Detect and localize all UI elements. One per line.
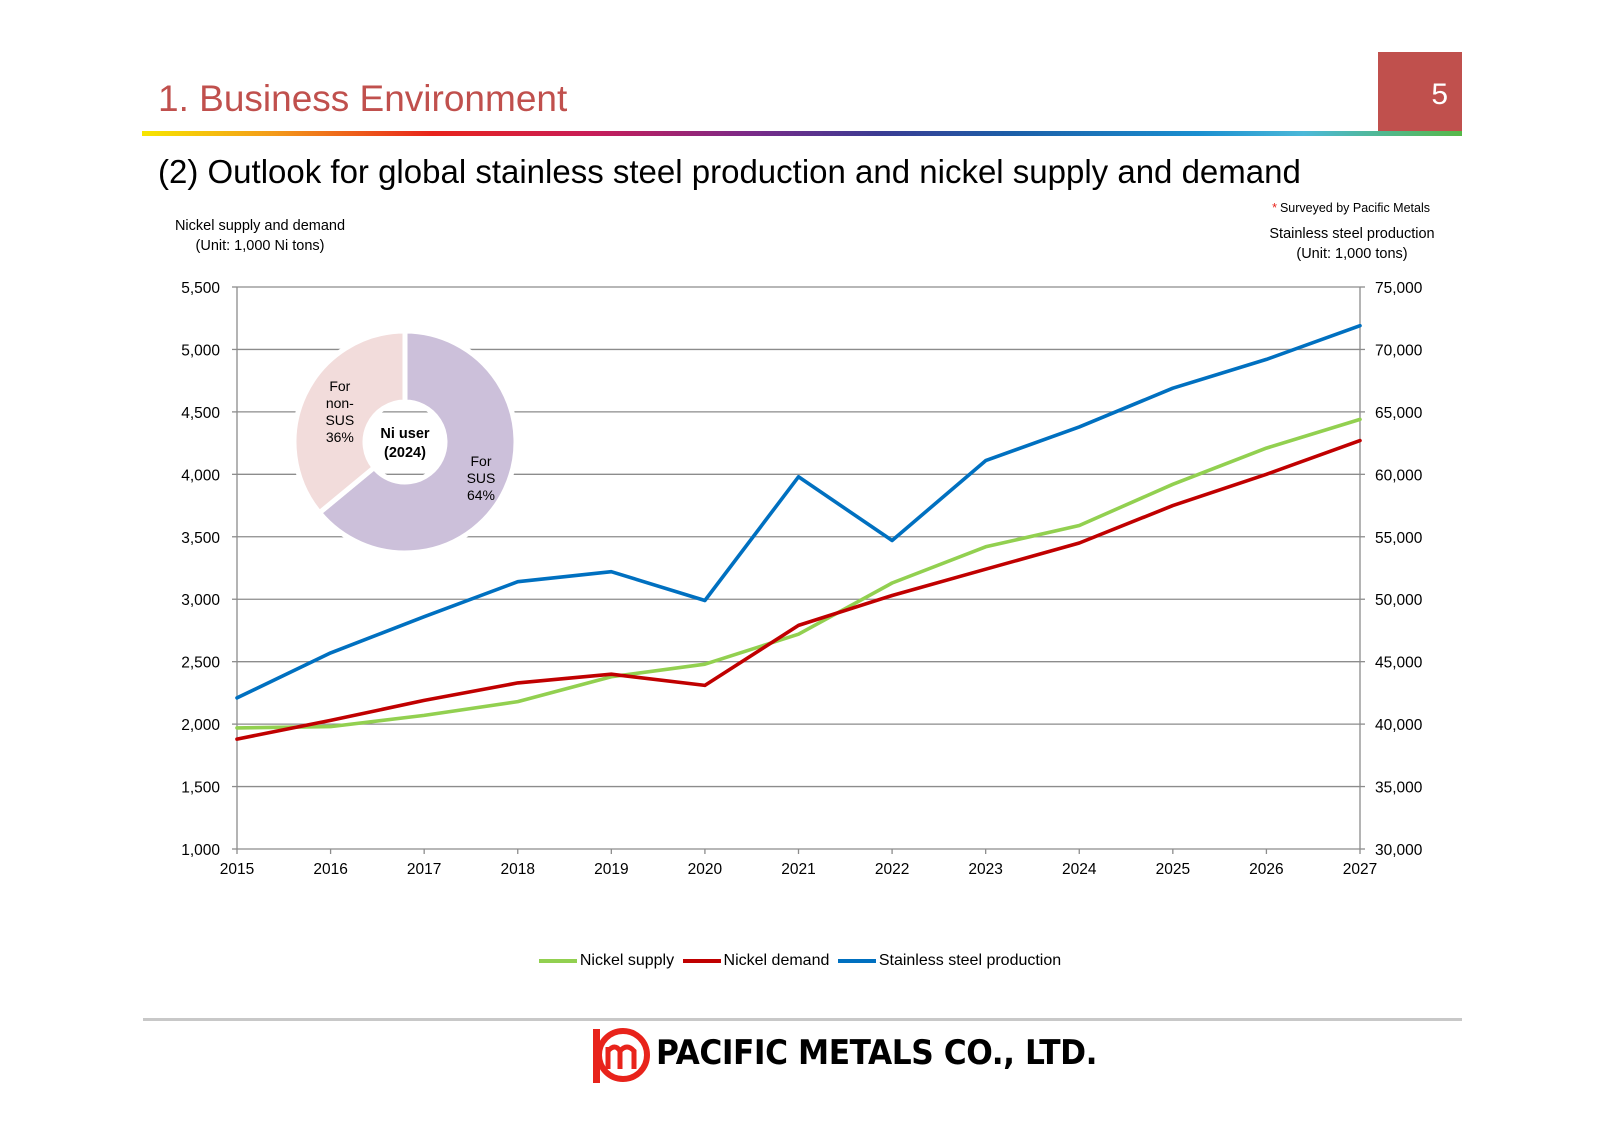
legend-swatch-nickel-supply — [538, 959, 577, 963]
x-tick-label: 2022 — [875, 861, 909, 878]
y-tick-label-right: 40,000 — [1375, 717, 1423, 734]
pie-label-sus: 64% — [467, 487, 495, 503]
left-axis-title-line-2: (Unit: 1,000 Ni tons) — [195, 238, 325, 254]
y-tick-label-right: 65,000 — [1375, 405, 1423, 422]
footer-rule — [143, 1018, 1462, 1021]
y-tick-label-left: 1,500 — [181, 780, 220, 797]
pie-label-non-sus: non- — [326, 395, 354, 411]
pie-label-non-sus: For — [329, 378, 350, 394]
pie-label-non-sus: SUS — [325, 412, 354, 428]
page-number: 5 — [1431, 78, 1448, 111]
note-text: Surveyed by Pacific Metals — [1279, 201, 1430, 215]
x-tick-label: 2025 — [1156, 861, 1190, 878]
y-tick-label-left: 4,000 — [181, 467, 220, 484]
x-tick-label: 2021 — [781, 861, 815, 878]
y-tick-label-right: 60,000 — [1375, 467, 1423, 484]
y-tick-label-right: 45,000 — [1375, 655, 1423, 672]
pie-center-label: Ni user — [380, 426, 430, 442]
pie-label-sus: SUS — [467, 470, 496, 486]
legend-swatch-stainless — [837, 959, 876, 963]
x-tick-label: 2015 — [220, 861, 254, 878]
nickel-demand-line — [235, 438, 1362, 741]
y-tick-label-right: 30,000 — [1375, 842, 1423, 859]
left-axis-title: Nickel supply and demand (Unit: 1,000 Ni… — [160, 216, 360, 256]
pie-label-sus: For — [471, 453, 492, 469]
y-tick-label-left: 2,500 — [181, 655, 220, 672]
x-tick-label: 2019 — [594, 861, 628, 878]
legend-label-stainless: Stainless steel production — [878, 952, 1062, 969]
chart-legend: Nickel supply Nickel demand Stainless st… — [0, 950, 1600, 970]
x-tick-label: 2017 — [407, 861, 441, 878]
x-tick-label: 2016 — [313, 861, 347, 878]
survey-note: * Surveyed by Pacific Metals — [1272, 201, 1430, 215]
x-tick-label: 2026 — [1249, 861, 1283, 878]
x-tick-label: 2023 — [968, 861, 1002, 878]
legend-item-nickel-supply: Nickel supply — [538, 952, 675, 970]
left-axis-title-line-1: Nickel supply and demand — [174, 218, 346, 234]
note-star: * — [1272, 201, 1277, 215]
y-tick-label-right: 35,000 — [1375, 780, 1423, 797]
pie-center-label: (2024) — [384, 445, 426, 461]
header-rule — [142, 131, 1462, 136]
y-tick-label-left: 3,000 — [181, 592, 220, 609]
legend-swatch-nickel-demand — [682, 959, 721, 963]
pie-label-non-sus: 36% — [326, 429, 354, 445]
legend-item-stainless: Stainless steel production — [837, 952, 1062, 970]
y-tick-label-left: 5,500 — [181, 280, 220, 297]
pie-slice-non-sus — [291, 328, 408, 517]
y-tick-label-left: 2,000 — [181, 717, 220, 734]
nickel-supply-line — [235, 417, 1362, 730]
section-title: 1. Business Environment — [158, 78, 568, 119]
legend-label-nickel-supply: Nickel supply — [579, 952, 675, 969]
y-tick-label-right: 70,000 — [1375, 342, 1423, 359]
company-logo-icon — [593, 1028, 650, 1083]
slide-subtitle: (2) Outlook for global stainless steel p… — [158, 153, 1301, 190]
y-tick-label-right: 55,000 — [1375, 530, 1423, 547]
x-tick-label: 2020 — [688, 861, 723, 878]
page-number-box: 5 — [1378, 52, 1462, 133]
right-axis-title-line-2: (Unit: 1,000 tons) — [1296, 246, 1408, 262]
y-tick-label-right: 75,000 — [1375, 280, 1423, 297]
y-tick-label-left: 1,000 — [181, 842, 220, 859]
legend-label-nickel-demand: Nickel demand — [723, 952, 830, 969]
right-axis-title: Stainless steel production (Unit: 1,000 … — [1244, 224, 1460, 264]
y-tick-label-left: 4,500 — [181, 405, 220, 422]
y-tick-label-left: 5,000 — [181, 342, 220, 359]
legend-item-nickel-demand: Nickel demand — [682, 952, 830, 970]
x-tick-label: 2027 — [1343, 861, 1377, 878]
right-axis-title-line-1: Stainless steel production — [1269, 226, 1435, 242]
x-tick-label: 2024 — [1062, 861, 1097, 878]
company-name: PACIFIC METALS CO., LTD. — [656, 1033, 1098, 1073]
y-tick-label-left: 3,500 — [181, 530, 220, 547]
x-tick-label: 2018 — [501, 861, 535, 878]
pie-slice-sus — [315, 328, 519, 556]
stainless-production-line — [235, 323, 1362, 700]
y-tick-label-right: 50,000 — [1375, 592, 1423, 609]
